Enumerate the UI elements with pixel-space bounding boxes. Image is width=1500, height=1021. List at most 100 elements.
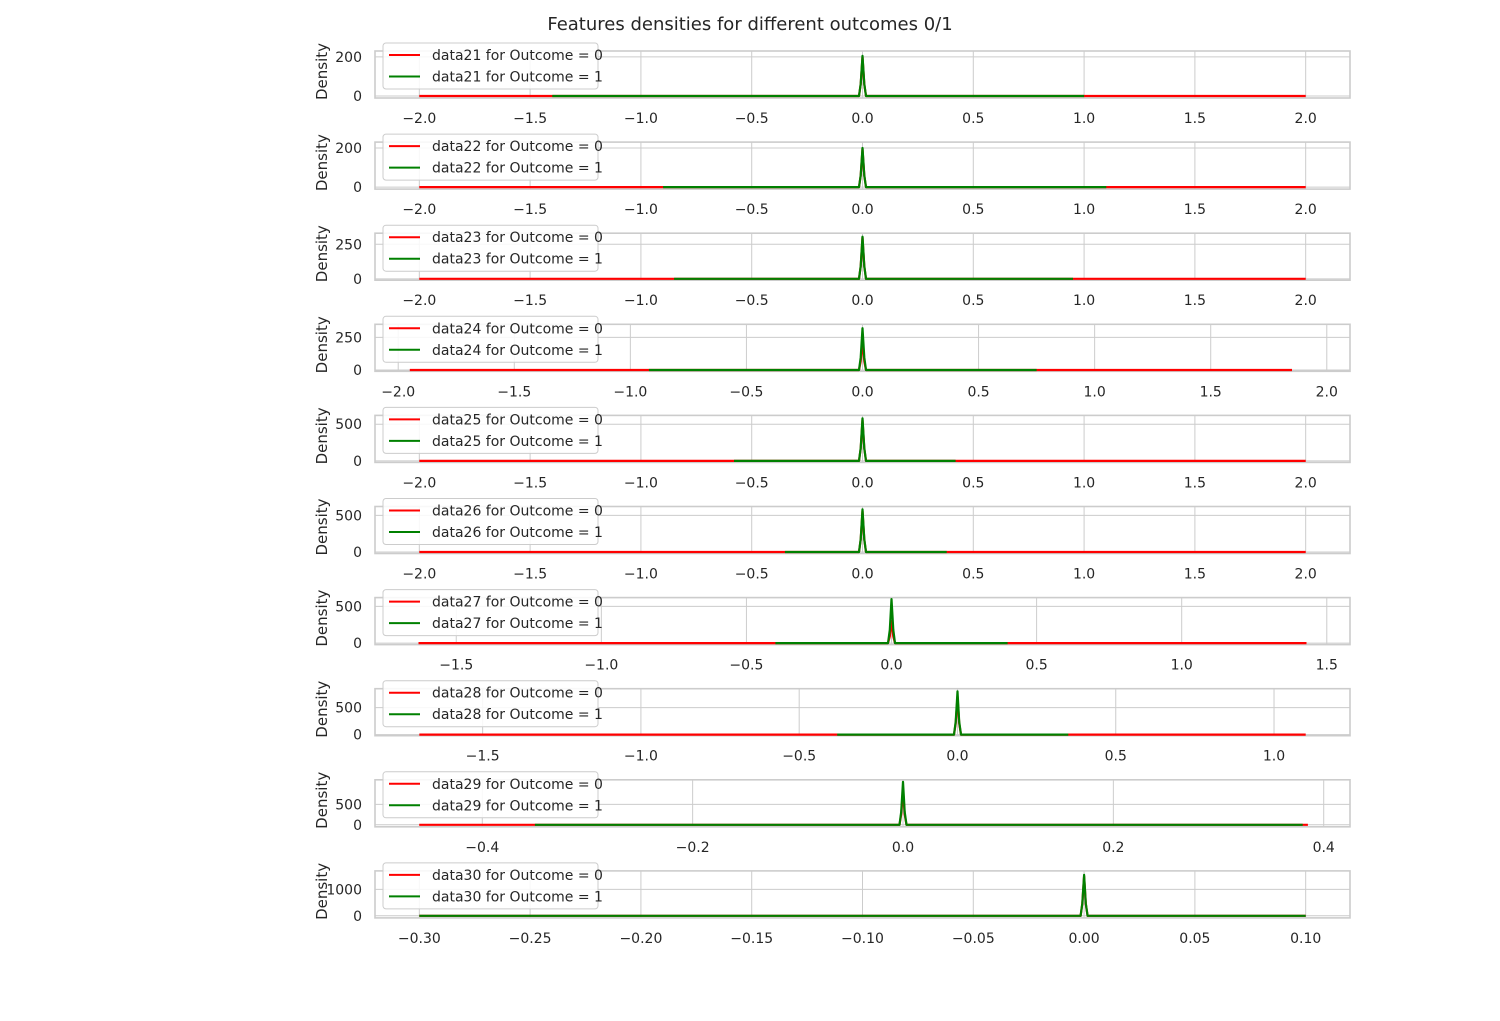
legend-label: data26 for Outcome = 0 — [432, 504, 603, 520]
subplot-3: −2.0 −1.5 −1.0 −0.5 0.0 0.5 1.0 1.5 2.0 0 250Densi… — [313, 224, 1351, 309]
subplot-5: −2.0 −1.5 −1.0 −0.5 0.0 0.5 1.0 1.5 2.0 0 500Densi… — [313, 406, 1351, 491]
x-tick-label: −1.0 — [624, 475, 658, 491]
y-tick-label: 0 — [353, 89, 362, 105]
x-tick-label: 1.0 — [1073, 475, 1095, 491]
x-tick-label: 0.0 — [851, 567, 873, 583]
legend-box — [382, 498, 599, 545]
x-tick-label: −1.0 — [624, 567, 658, 583]
legend-box — [382, 315, 599, 363]
legend-box — [382, 224, 599, 272]
legend-label: data30 for Outcome = 0 — [432, 868, 603, 884]
y-axis-label: Density — [313, 407, 331, 464]
legend-label: data23 for Outcome = 0 — [432, 230, 603, 246]
legend-box — [382, 589, 599, 637]
x-tick-label: 2.0 — [1316, 384, 1338, 400]
legend-box — [382, 42, 599, 90]
y-axis-label: Density — [313, 134, 331, 191]
y-tick-label: 1000 — [326, 882, 362, 898]
x-tick-label: 0.5 — [1025, 658, 1047, 674]
axes-frame — [374, 778, 1351, 828]
x-tick-label: −0.15 — [730, 931, 773, 947]
x-tick-label: 1.5 — [1184, 111, 1206, 127]
x-tick-label: 0.0 — [880, 658, 902, 674]
legend-label: data22 for Outcome = 1 — [432, 161, 603, 177]
subplot-10: −0.30 −0.25 −0.20 −0.15 −0.10 −0.05 0.00 0.05 0.… — [313, 862, 1351, 947]
legend: data29 for Outcome = 0 data29 for Outcome… — [382, 771, 603, 819]
legend-label: data26 for Outcome = 1 — [432, 525, 603, 541]
x-tick-label: −0.05 — [952, 931, 995, 947]
legend: data26 for Outcome = 0 data26 for Outcome… — [382, 498, 603, 545]
y-axis-label: Density — [313, 498, 331, 555]
x-tick-label: 1.0 — [1171, 658, 1193, 674]
x-tick-label: 1.0 — [1084, 384, 1106, 400]
y-axis-label: Density — [313, 589, 331, 646]
x-tick-label: 0.0 — [851, 384, 873, 400]
x-tick-label: −0.25 — [509, 931, 552, 947]
axes-frame — [374, 870, 1351, 919]
y-tick-label: 0 — [353, 272, 362, 288]
y-tick-label: 500 — [335, 701, 362, 717]
series-outcome-1-line — [734, 417, 956, 462]
figure-title: Features densities for different outcome… — [547, 14, 953, 35]
y-tick-label: 250 — [335, 330, 362, 346]
legend-label: data23 for Outcome = 1 — [432, 252, 603, 268]
x-tick-label: −1.5 — [439, 658, 473, 674]
x-tick-label: −0.20 — [619, 931, 662, 947]
y-tick-label: 0 — [353, 454, 362, 470]
axes-frame — [374, 414, 1351, 464]
y-tick-label: 0 — [353, 728, 362, 744]
axes-frame — [374, 50, 1351, 99]
legend-label: data30 for Outcome = 1 — [432, 889, 603, 905]
y-tick-label: 0 — [353, 545, 362, 561]
series-outcome-1-line — [534, 780, 1303, 826]
x-tick-label: −0.5 — [735, 202, 769, 218]
x-tick-label: 0.0 — [892, 840, 914, 856]
legend-label: data25 for Outcome = 1 — [432, 434, 603, 450]
x-tick-label: 1.0 — [1073, 567, 1095, 583]
x-tick-label: −1.0 — [584, 658, 618, 674]
axes-frame — [374, 141, 1351, 190]
subplot-6: −2.0 −1.5 −1.0 −0.5 0.0 0.5 1.0 1.5 2.0 0 500Densi… — [313, 498, 1351, 583]
y-axis-label: Density — [313, 225, 331, 282]
legend-box — [382, 771, 599, 819]
x-tick-label: 2.0 — [1295, 293, 1317, 309]
x-tick-label: 1.5 — [1184, 567, 1206, 583]
y-axis-label: Density — [313, 681, 331, 738]
legend: data23 for Outcome = 0 data23 for Outcome… — [382, 224, 603, 272]
y-tick-label: 0 — [353, 909, 362, 925]
axes-frame — [374, 596, 1351, 646]
x-tick-label: 2.0 — [1295, 567, 1317, 583]
x-tick-label: 1.5 — [1200, 384, 1222, 400]
x-tick-label: 0.5 — [962, 202, 984, 218]
x-tick-label: −2.0 — [402, 475, 436, 491]
y-tick-label: 200 — [335, 50, 362, 66]
legend-label: data25 for Outcome = 0 — [432, 412, 603, 428]
y-axis-label: Density — [313, 43, 331, 100]
x-tick-label: −1.0 — [624, 202, 658, 218]
x-tick-label: −1.0 — [624, 111, 658, 127]
x-tick-label: 2.0 — [1295, 475, 1317, 491]
series-outcome-1-line — [775, 598, 1008, 645]
legend-label: data28 for Outcome = 1 — [432, 707, 603, 723]
legend: data21 for Outcome = 0 data21 for Outcome… — [382, 42, 603, 90]
y-tick-label: 0 — [353, 636, 362, 652]
subplot-2: −2.0 −1.5 −1.0 −0.5 0.0 0.5 1.0 1.5 2.0 0 200Densi… — [313, 133, 1351, 218]
y-axis-label: Density — [313, 316, 331, 373]
x-tick-label: −1.5 — [513, 293, 547, 309]
series-outcome-1-line — [784, 508, 947, 554]
legend: data24 for Outcome = 0 data24 for Outcome… — [382, 315, 603, 363]
series-outcome-1-line — [648, 327, 1037, 372]
y-tick-label: 250 — [335, 237, 362, 253]
series-outcome-1-line — [663, 146, 1107, 189]
x-tick-label: 1.0 — [1073, 202, 1095, 218]
x-tick-label: 2.0 — [1295, 111, 1317, 127]
legend-box — [382, 133, 599, 181]
x-tick-label: 0.05 — [1179, 931, 1210, 947]
x-tick-label: −1.0 — [613, 384, 647, 400]
legend-box — [382, 862, 599, 910]
x-tick-label: −1.5 — [513, 567, 547, 583]
x-tick-label: −1.5 — [466, 749, 500, 765]
